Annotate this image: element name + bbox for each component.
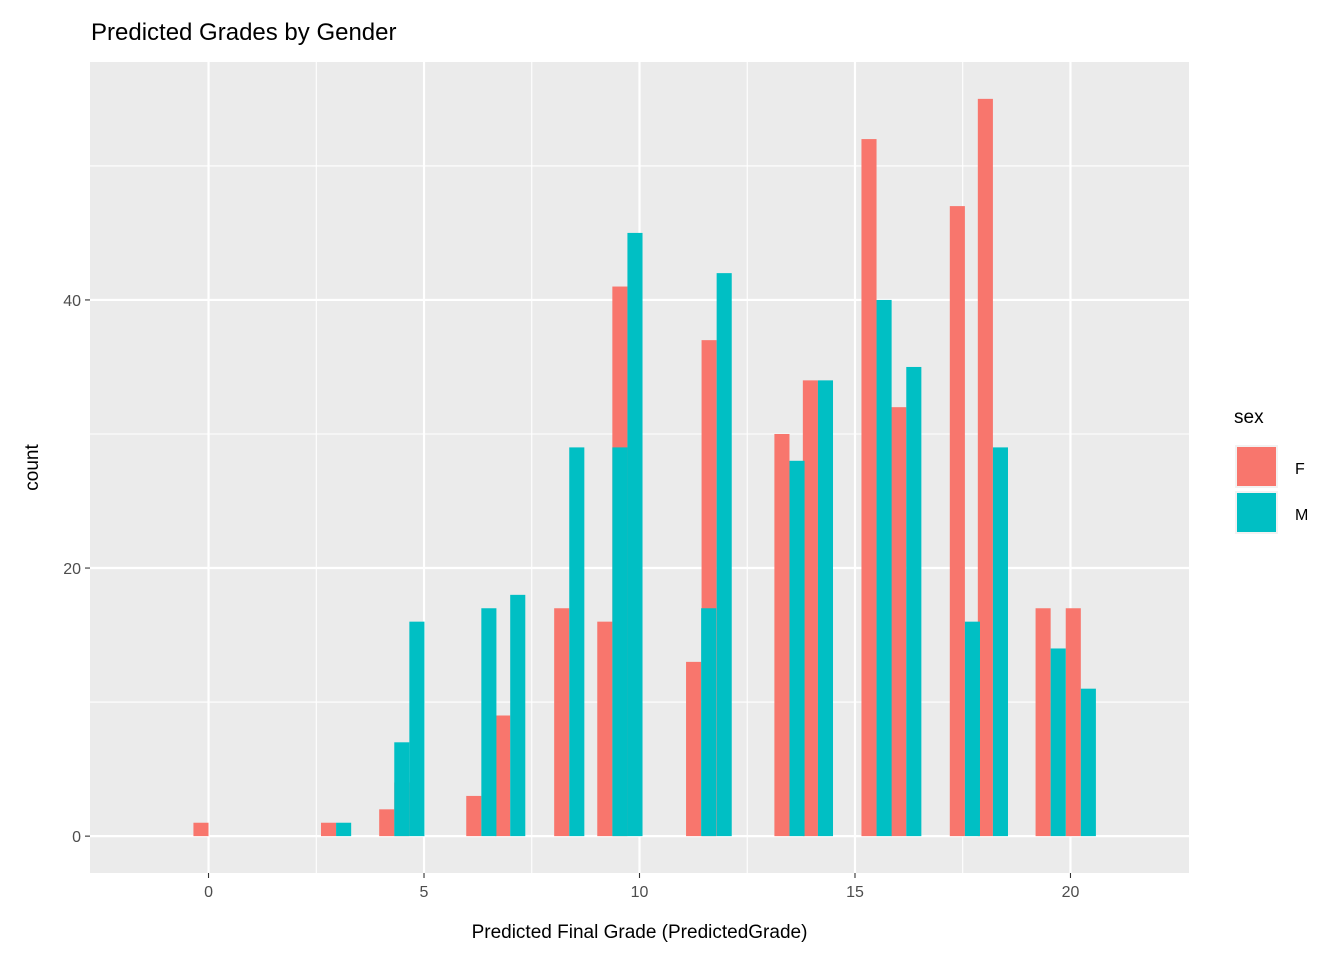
- x-axis-title: Predicted Final Grade (PredictedGrade): [472, 922, 808, 943]
- bar-f: [949, 206, 965, 837]
- bar-m: [1050, 648, 1066, 837]
- bar-m: [409, 621, 425, 837]
- bar-m: [876, 299, 892, 837]
- bar-f: [686, 661, 702, 837]
- bar-m: [817, 380, 834, 837]
- bar-f: [861, 139, 877, 837]
- x-tick-label: 10: [631, 884, 649, 901]
- bar-m: [569, 447, 585, 837]
- bar-m: [1080, 688, 1096, 837]
- bar-m: [336, 822, 352, 837]
- x-tick-label: 0: [204, 884, 213, 901]
- legend: sex F M: [1234, 407, 1308, 534]
- bar-m: [964, 621, 980, 837]
- series-m-bars: [336, 232, 1096, 837]
- bar-m: [701, 608, 717, 837]
- bar-f: [802, 380, 818, 837]
- bar-f: [495, 715, 511, 837]
- bar-m: [394, 742, 410, 837]
- bar-f: [1065, 608, 1081, 837]
- y-tick-label: 20: [63, 561, 81, 578]
- bar-f: [597, 621, 613, 837]
- legend-label-m: M: [1295, 507, 1308, 524]
- y-tick-label: 0: [72, 829, 81, 846]
- chart-title: Predicted Grades by Gender: [91, 19, 397, 46]
- bar-f: [193, 822, 209, 837]
- bar-m: [612, 447, 628, 837]
- y-axis-title: count: [22, 444, 43, 491]
- bar-m: [481, 608, 497, 837]
- bar-m: [906, 366, 922, 837]
- x-axis: 0 5 10 15 20: [204, 873, 1079, 901]
- x-tick-label: 15: [846, 884, 864, 901]
- x-tick-label: 5: [420, 884, 429, 901]
- bar-f: [977, 98, 993, 837]
- bar-f: [1035, 608, 1051, 837]
- bar-m: [627, 232, 643, 837]
- bar-f: [321, 822, 337, 837]
- bar-f: [554, 608, 570, 837]
- y-tick-label: 40: [63, 293, 81, 310]
- bar-m: [510, 594, 526, 837]
- bar-m: [789, 460, 805, 837]
- legend-label-f: F: [1295, 461, 1305, 478]
- legend-swatch-m: [1237, 493, 1276, 532]
- bar-m: [716, 273, 732, 837]
- bar-f: [379, 809, 395, 837]
- y-axis: 0 20 40: [63, 293, 90, 846]
- legend-swatch-f: [1237, 447, 1276, 486]
- bar-f: [774, 433, 790, 837]
- bar-f: [891, 407, 907, 837]
- x-tick-label: 20: [1062, 884, 1080, 901]
- bar-f: [466, 795, 482, 837]
- bar-m: [992, 447, 1008, 837]
- series-f-bars: [193, 98, 1081, 837]
- legend-title: sex: [1234, 407, 1264, 428]
